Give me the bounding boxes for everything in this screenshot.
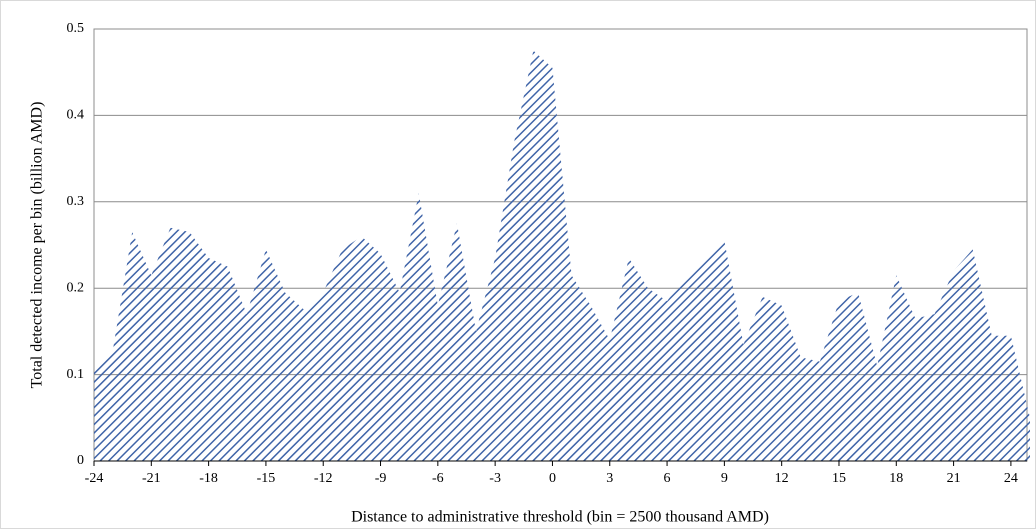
y-tick-label: 0.1 [67,367,85,382]
x-tick-label: -9 [375,471,387,486]
x-tick-label: -21 [142,471,161,486]
y-tick-label: 0.3 [67,194,85,209]
x-tick-label: 0 [549,471,556,486]
x-tick-label: -15 [257,471,276,486]
x-tick-label: 6 [664,471,671,486]
x-tick-label: 18 [889,471,903,486]
x-tick-label: -6 [432,471,444,486]
x-tick-label: 9 [721,471,728,486]
y-tick-label: 0.4 [67,108,85,123]
y-tick-label: 0 [77,453,84,468]
y-tick-label: 0.5 [67,21,85,36]
x-tick-label: 24 [1004,471,1018,486]
x-axis-title: Distance to administrative threshold (bi… [351,509,769,526]
x-tick-label: 21 [947,471,961,486]
area [94,50,1030,461]
x-tick-label: -24 [85,471,104,486]
x-tick-label: -3 [489,471,501,486]
x-tick-label: 15 [832,471,846,486]
x-tick-label: 12 [775,471,789,486]
y-tick-label: 0.2 [67,280,85,295]
x-tick-label: 3 [606,471,613,486]
x-tick-label: -12 [314,471,333,486]
y-axis-title: Total detected income per bin (billion A… [29,102,46,389]
x-tick-label: -18 [199,471,218,486]
